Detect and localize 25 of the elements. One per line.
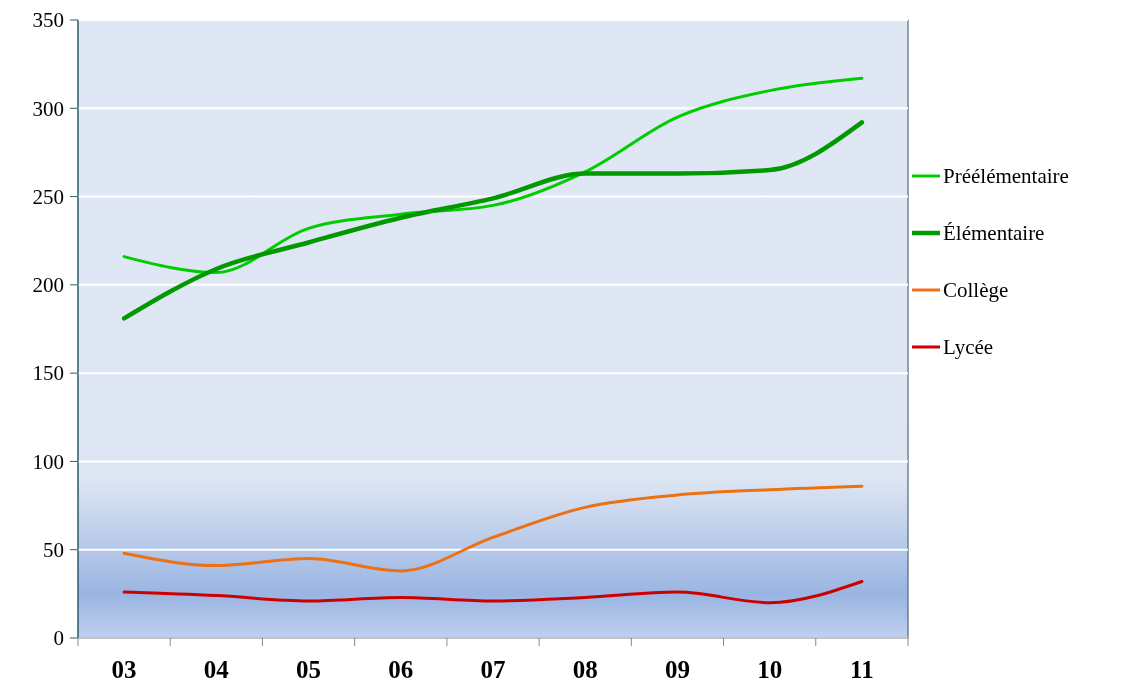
legend-label: Élémentaire xyxy=(943,221,1045,246)
x-tick-label: 10 xyxy=(757,656,783,683)
y-tick-label: 0 xyxy=(53,626,64,651)
x-tick-label: 07 xyxy=(480,656,506,683)
line-series xyxy=(122,76,864,274)
x-tick-label: 06 xyxy=(388,656,414,683)
y-tick-label: 350 xyxy=(32,8,64,33)
y-tick-label: 150 xyxy=(32,361,64,386)
legend-label: Collège xyxy=(943,278,1009,303)
y-tick-label: 50 xyxy=(43,538,64,563)
x-tick-label: 04 xyxy=(203,656,230,683)
y-tick-label: 250 xyxy=(32,184,64,209)
x-tick-label: 11 xyxy=(850,656,874,683)
y-tick-label: 200 xyxy=(32,273,64,298)
x-tick-label: 09 xyxy=(664,656,690,683)
x-tick-label: 05 xyxy=(296,656,322,683)
legend-label: Lycée xyxy=(943,335,994,360)
legend-label: Préélémentaire xyxy=(943,164,1069,189)
y-tick-label: 100 xyxy=(32,449,64,474)
x-tick-label: 03 xyxy=(111,656,137,683)
line-series xyxy=(121,120,865,321)
line-series xyxy=(122,484,864,573)
x-tick-label: 08 xyxy=(572,656,598,683)
line-series xyxy=(122,580,864,605)
y-tick-label: 300 xyxy=(32,96,64,121)
